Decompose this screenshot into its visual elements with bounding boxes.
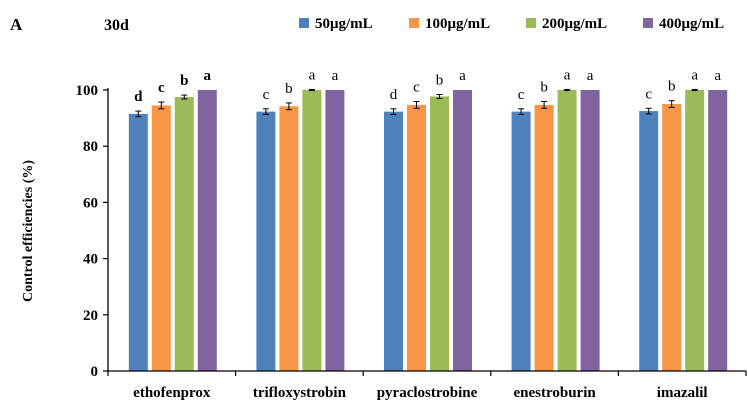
bar bbox=[197, 90, 217, 371]
legend-swatch-2 bbox=[409, 18, 419, 28]
legend-swatch-3 bbox=[526, 18, 536, 28]
significance-letter: a bbox=[714, 68, 721, 84]
significance-letter: b bbox=[540, 80, 548, 96]
legend-label-1: 50μg/mL bbox=[315, 16, 373, 32]
significance-letter: b bbox=[668, 79, 676, 95]
axes-layer: ethofenprox trifloxystrobin pyraclostrobin… bbox=[76, 83, 747, 401]
panel-letter: A bbox=[10, 15, 23, 34]
significance-letter: b bbox=[180, 73, 188, 89]
bar bbox=[128, 113, 148, 371]
bar bbox=[639, 111, 659, 371]
bar bbox=[662, 104, 682, 372]
significance-letter: b bbox=[285, 81, 293, 97]
significance-letter: c bbox=[518, 87, 525, 103]
legend-swatch-4 bbox=[643, 18, 653, 28]
legend-label-3: 200μg/mL bbox=[542, 16, 607, 32]
significance-letter: b bbox=[436, 72, 444, 88]
significance-letter: a bbox=[309, 67, 316, 83]
bar bbox=[430, 96, 449, 371]
bar bbox=[407, 104, 426, 371]
bar bbox=[685, 90, 705, 371]
y-tick-label: 60 bbox=[83, 195, 98, 211]
x-tick-label: trifloxystrobin bbox=[253, 385, 347, 401]
x-tick-label: ethofenprox bbox=[133, 385, 211, 401]
y-tick-label: 20 bbox=[83, 308, 98, 324]
y-tick-label: 40 bbox=[83, 252, 98, 268]
bar bbox=[325, 90, 345, 371]
legend-swatch-1 bbox=[299, 18, 309, 28]
bar bbox=[580, 90, 600, 371]
bar bbox=[557, 90, 577, 371]
significance-letter: d bbox=[134, 89, 143, 105]
y-tick-label: 100 bbox=[76, 83, 99, 99]
significance-letter: a bbox=[587, 68, 594, 84]
significance-letter: c bbox=[645, 86, 652, 102]
legend-label-4: 400μg/mL bbox=[659, 16, 724, 32]
bar bbox=[302, 90, 322, 371]
legend-label-2: 100μg/mL bbox=[425, 16, 490, 32]
significance-letter: c bbox=[263, 87, 270, 103]
significance-letter: c bbox=[413, 80, 420, 96]
bars-layer: dc b ac ba ad c b ac ba ac ba a bbox=[128, 67, 728, 372]
significance-letter: a bbox=[691, 67, 698, 83]
significance-letter: a bbox=[332, 68, 339, 84]
significance-letter: a bbox=[564, 67, 571, 83]
bar bbox=[384, 111, 403, 372]
x-tick-label: enestroburin bbox=[513, 385, 596, 401]
chart-title: 30d bbox=[104, 17, 129, 34]
bar bbox=[256, 111, 276, 372]
significance-letter: a bbox=[204, 68, 212, 84]
bar bbox=[279, 106, 299, 371]
bar bbox=[708, 90, 728, 371]
significance-letter: c bbox=[158, 80, 165, 96]
bar bbox=[174, 97, 194, 372]
bar bbox=[534, 104, 554, 371]
y-tick-label: 0 bbox=[91, 364, 99, 380]
y-axis-label: Control efficiencies (%) bbox=[21, 160, 36, 302]
significance-letter: a bbox=[459, 68, 466, 84]
y-tick-label: 80 bbox=[83, 139, 98, 155]
x-tick-label: pyraclostrobine bbox=[377, 385, 478, 401]
significance-letter: d bbox=[390, 87, 398, 103]
bar bbox=[151, 105, 171, 371]
bar bbox=[453, 90, 472, 371]
x-tick-label: imazalil bbox=[657, 385, 708, 401]
bar bbox=[511, 111, 531, 372]
legend: 50μg/mL 100μg/mL 200μg/mL 400μg/mL bbox=[299, 16, 724, 32]
